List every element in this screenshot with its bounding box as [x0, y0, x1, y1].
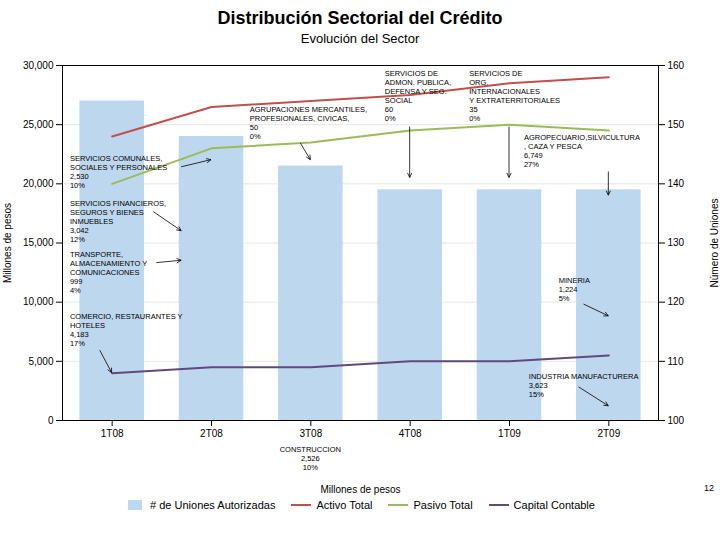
- svg-text:1T08: 1T08: [101, 428, 124, 439]
- svg-text:150: 150: [668, 119, 685, 130]
- svg-text:120: 120: [668, 296, 685, 307]
- svg-text:15,000: 15,000: [23, 237, 54, 248]
- svg-text:Millones de pesos: Millones de pesos: [2, 203, 13, 283]
- svg-text:25,000: 25,000: [23, 119, 54, 130]
- svg-text:MINERIA1,2245%: MINERIA1,2245%: [559, 276, 590, 303]
- svg-text:INDUSTRIA MANUFACTURERA3,62315: INDUSTRIA MANUFACTURERA3,62315%: [529, 372, 639, 399]
- svg-text:140: 140: [668, 178, 685, 189]
- svg-text:CONSTRUCCION2,52610%: CONSTRUCCION2,52610%: [280, 445, 341, 472]
- svg-text:20,000: 20,000: [23, 178, 54, 189]
- svg-text:SERVICIOS FINANCIEROS,SEGUROS: SERVICIOS FINANCIEROS,SEGUROS Y BIENESIN…: [70, 199, 166, 244]
- html-text:# de Uniones Autorizadas: # de Uniones Autorizadas: [150, 499, 276, 511]
- svg-text:1T09: 1T09: [498, 428, 521, 439]
- svg-text:SERVICIOS DEORG.INTERNACIONALE: SERVICIOS DEORG.INTERNACIONALESY EXTRATE…: [469, 69, 560, 123]
- svg-text:2T08: 2T08: [200, 428, 223, 439]
- html-text:Evolución del Sector: Evolución del Sector: [300, 31, 420, 46]
- svg-text:130: 130: [668, 237, 685, 248]
- html-text:Pasivo Total: Pasivo Total: [413, 499, 473, 511]
- svg-text:0: 0: [48, 415, 54, 426]
- svg-text:5,000: 5,000: [28, 356, 53, 367]
- svg-text:10,000: 10,000: [23, 296, 54, 307]
- svg-text:2T09: 2T09: [597, 428, 620, 439]
- svg-text:AGRUPACIONES MERCANTILES,PROFE: AGRUPACIONES MERCANTILES,PROFESIONALES, …: [250, 105, 367, 141]
- svg-text:160: 160: [668, 60, 685, 71]
- html-text:Activo Total: Activo Total: [316, 499, 373, 511]
- svg-text:COMERCIO, RESTAURANTES YHOTELE: COMERCIO, RESTAURANTES YHOTELES4,18317%: [70, 312, 183, 348]
- svg-text:110: 110: [668, 356, 684, 367]
- svg-text:12: 12: [704, 483, 714, 493]
- svg-text:TRANSPORTE,ALMACENAMIENTO YCOM: TRANSPORTE,ALMACENAMIENTO YCOMUNICACIONE…: [70, 250, 147, 295]
- svg-text:SERVICIOS DEADMON. PUBLICA,DEF: SERVICIOS DEADMON. PUBLICA,DEFENSA Y SEG…: [385, 69, 451, 123]
- svg-text:Millones de pesos: Millones de pesos: [320, 484, 400, 495]
- svg-text:30,000: 30,000: [23, 60, 54, 71]
- svg-text:3T08: 3T08: [299, 428, 322, 439]
- html-text:Capital Contable: Capital Contable: [513, 499, 595, 511]
- svg-text:4T08: 4T08: [399, 428, 422, 439]
- svg-text:SERVICIOS COMUNALES,SOCIALES Y: SERVICIOS COMUNALES,SOCIALES Y PERSONALE…: [70, 154, 167, 190]
- svg-text:100: 100: [668, 415, 685, 426]
- svg-text:AGROPECUARIO,SILVICULTURA, CAZ: AGROPECUARIO,SILVICULTURA, CAZA Y PESCA6…: [524, 133, 640, 169]
- svg-text:Número de Uniones: Número de Uniones: [709, 199, 720, 288]
- html-text:Distribución Sectorial del Cré: Distribución Sectorial del Crédito: [217, 8, 503, 28]
